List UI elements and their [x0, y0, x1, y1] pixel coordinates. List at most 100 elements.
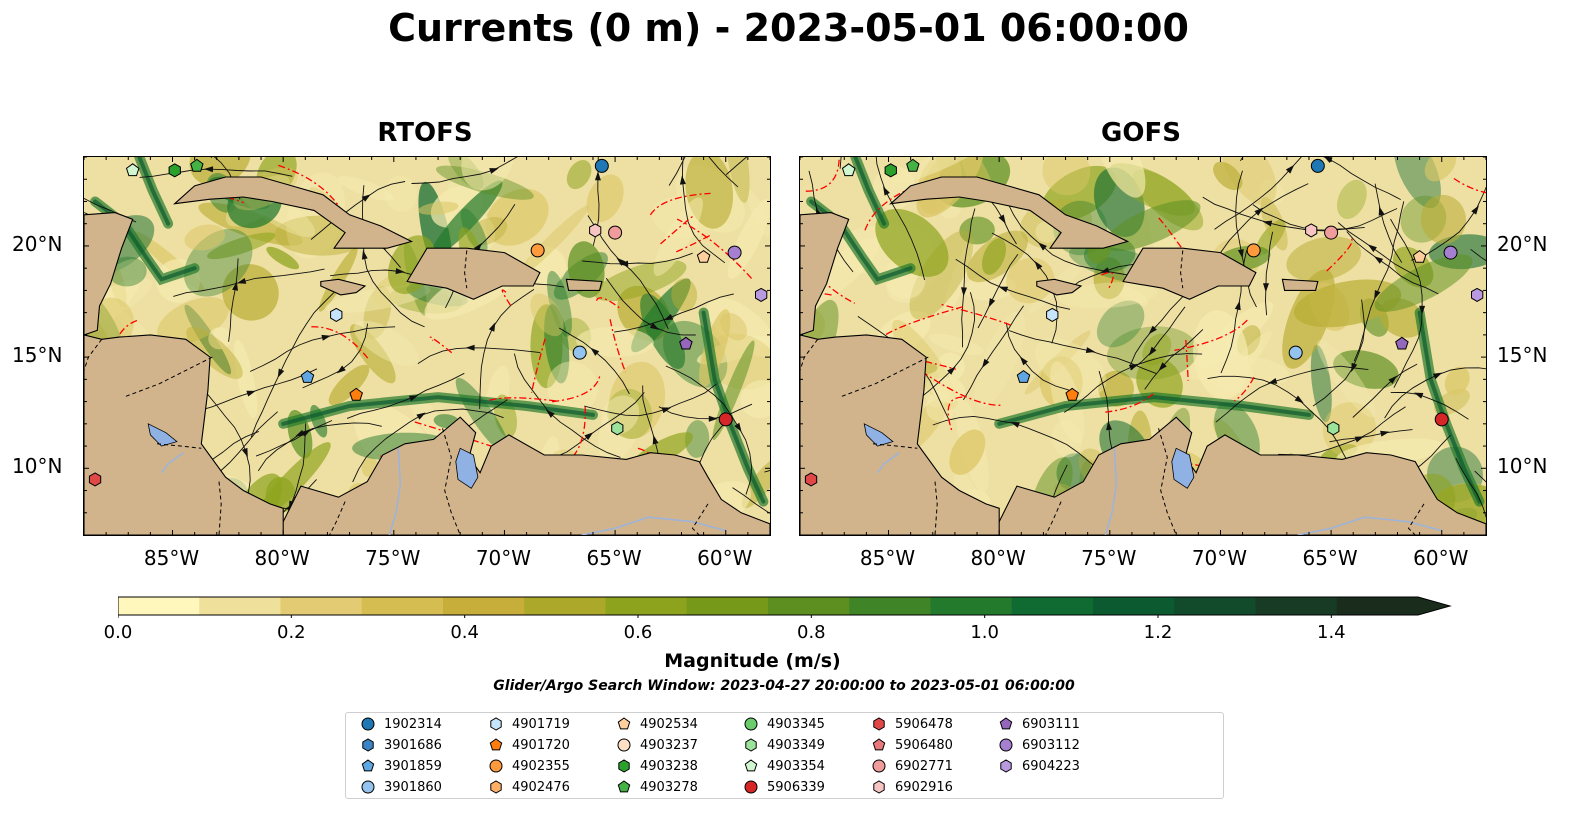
float-marker-4902534: [696, 249, 711, 263]
legend-item-4903278: 4903278: [616, 777, 698, 797]
legend-item-6902771: 6902771: [871, 756, 953, 776]
legend-marker-icon: [618, 759, 630, 773]
legend-marker-icon: [361, 780, 375, 794]
lon-tick-gofs: 80°W: [970, 546, 1026, 570]
lon-tick-rtofs: 80°W: [254, 546, 310, 570]
map-rtofs: [83, 156, 771, 536]
lon-tick-gofs: 70°W: [1191, 546, 1248, 570]
float-marker-4903278: [906, 158, 920, 172]
colorbar-tick-label: 1.2: [1143, 622, 1173, 643]
lon-tick-rtofs: 60°W: [697, 546, 753, 570]
colorbar-segment: [199, 597, 281, 615]
legend-item-4903238: 4903238: [616, 756, 698, 776]
float-marker-4902355: [1246, 243, 1261, 258]
float-marker-4903238: [884, 163, 897, 178]
map-canvas-rtofs: [84, 157, 770, 535]
legend-item-3901686: 3901686: [360, 735, 442, 755]
legend-label: 6903111: [1022, 716, 1080, 732]
float-marker-5906478: [88, 472, 102, 487]
legend-label: 6902916: [895, 779, 953, 795]
legend-label: 4903349: [767, 737, 825, 753]
legend-label: 4903354: [767, 758, 825, 774]
float-marker-4901720: [1065, 387, 1079, 401]
lon-tick-rtofs: 75°W: [365, 546, 421, 570]
colorbar-tick-label: 1.4: [1317, 622, 1346, 643]
colorbar-segment: [1174, 597, 1256, 615]
lon-tick-rtofs: 85°W: [143, 546, 200, 570]
legend-item-6903112: 6903112: [998, 735, 1080, 755]
lat-tick-gofs: 20°N: [1497, 231, 1548, 256]
colorbar-segment: [280, 597, 363, 615]
colorbar-tick-label: 1.0: [970, 622, 999, 643]
float-marker-4903349: [1327, 421, 1340, 436]
legend-label: 6902771: [895, 758, 953, 774]
colorbar-segment: [118, 597, 200, 615]
colorbar-segment: [849, 597, 931, 615]
legend-marker-icon: [490, 780, 502, 794]
float-marker-3901859: [300, 369, 315, 383]
float-marker-4903278: [190, 158, 204, 172]
legend-item-6904223: 6904223: [998, 756, 1080, 776]
legend-label: 4901719: [512, 716, 570, 732]
legend-item-4902355: 4902355: [488, 756, 570, 776]
legend-item-4903237: 4903237: [616, 735, 698, 755]
float-marker-4903354: [125, 163, 140, 177]
float-marker-4901719: [330, 307, 343, 322]
legend-label: 4901720: [512, 737, 570, 753]
float-marker-6903111: [679, 336, 693, 350]
legend-marker-icon: [361, 717, 375, 731]
search-window-text: Glider/Argo Search Window: 2023-04-27 20…: [493, 678, 1075, 694]
legend-label: 4903278: [640, 779, 698, 795]
colorbar-tick-label: 0.6: [623, 622, 653, 643]
colorbar-segment: [361, 597, 444, 615]
legend-marker-icon: [617, 717, 631, 730]
colorbar-tick-label: 0.4: [450, 622, 479, 643]
legend-marker-icon: [617, 738, 631, 752]
legend-label: 3901686: [384, 737, 442, 753]
legend-item-4901719: 4901719: [488, 714, 570, 734]
panel-title-rtofs: RTOFS: [377, 118, 473, 148]
legend-item-5906339: 5906339: [743, 777, 825, 797]
legend-label: 4903238: [640, 758, 698, 774]
legend-marker-icon: [873, 780, 885, 794]
lon-tick-rtofs: 70°W: [475, 546, 532, 570]
colorbar-segment: [605, 597, 688, 615]
legend-label: 6904223: [1022, 758, 1080, 774]
float-marker-6904223: [755, 287, 768, 302]
legend-item-4901720: 4901720: [488, 735, 570, 755]
panel-title-gofs: GOFS: [1101, 118, 1181, 148]
legend-marker-icon: [362, 738, 374, 752]
colorbar-gradient: [117, 596, 1452, 619]
float-marker-5906478: [804, 472, 818, 487]
legend-label: 4903237: [640, 737, 698, 753]
figure-title: Currents (0 m) - 2023-05-01 06:00:00: [388, 6, 1189, 50]
legend-item-6903111: 6903111: [998, 714, 1080, 734]
colorbar-segment: [1336, 597, 1419, 615]
legend-marker-icon: [999, 717, 1013, 730]
map-canvas-gofs: [800, 157, 1486, 535]
colorbar-tick-label: 0.2: [277, 622, 306, 643]
legend-marker-icon: [490, 717, 502, 731]
map-gofs: [799, 156, 1487, 536]
legend-marker-icon: [745, 738, 757, 752]
legend-marker-icon: [361, 759, 375, 772]
float-marker-3901860: [572, 345, 587, 360]
legend-marker-icon: [489, 759, 503, 773]
legend-marker-icon: [617, 780, 631, 793]
legend-label: 4902476: [512, 779, 570, 795]
legend-item-4903354: 4903354: [743, 756, 825, 776]
legend-label: 3901860: [384, 779, 442, 795]
colorbar-segment: [768, 597, 850, 615]
legend-label: 5906339: [767, 779, 825, 795]
float-marker-3901859: [1016, 369, 1031, 383]
colorbar-tick-label: 0.0: [103, 622, 133, 643]
legend-marker-icon: [744, 780, 758, 794]
float-marker-6904223: [1471, 287, 1484, 302]
legend-label: 6903112: [1022, 737, 1080, 753]
float-marker-4903354: [841, 163, 856, 177]
colorbar-segment: [930, 597, 1013, 615]
colorbar-segment: [1011, 597, 1094, 615]
legend-marker-icon: [872, 759, 886, 773]
colorbar: [117, 596, 1458, 622]
legend-marker-icon: [1000, 759, 1012, 773]
